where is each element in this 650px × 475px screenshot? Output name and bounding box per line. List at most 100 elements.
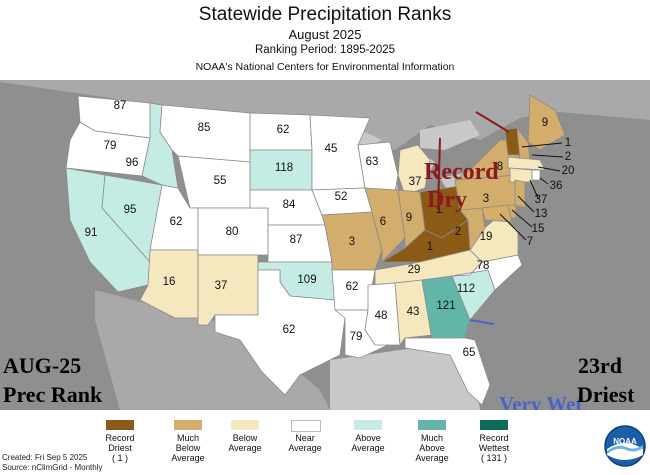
source-credit: NOAA's National Centers for Environmenta…	[195, 61, 455, 73]
rank-label-nh: 2	[564, 151, 572, 163]
record-dry-pointer	[437, 137, 441, 211]
legend-swatch-record-driest	[106, 420, 134, 430]
rank-label-vt: 1	[564, 137, 572, 149]
rank-label-az: 16	[162, 276, 176, 288]
state-regions	[65, 94, 566, 406]
noaa-logo: NOAA	[604, 425, 646, 467]
legend-label-line: Average	[288, 443, 322, 453]
rank-label-ms: 48	[374, 310, 388, 322]
rank-label-al: 43	[406, 306, 420, 318]
legend-swatch-record-wettest	[480, 420, 508, 430]
leader-lines	[437, 111, 564, 325]
rank-label-fl: 65	[462, 347, 476, 359]
rank-label-ok: 109	[297, 274, 317, 286]
legend-label-below: Below Average	[208, 433, 282, 453]
leader-ct	[529, 179, 539, 199]
rank-label-ks: 87	[289, 234, 303, 246]
state-me	[527, 94, 566, 151]
created-date: Created: Fri Sep 5 2025	[2, 453, 88, 462]
state-ct	[509, 167, 533, 183]
rank-label-co: 80	[225, 226, 239, 238]
legend-label-line: Record	[105, 433, 135, 443]
legend-label-line: Above	[419, 443, 445, 453]
canada-land	[0, 80, 650, 150]
rank-label-sc: 112	[456, 283, 476, 295]
state-ma	[507, 156, 546, 171]
rank-label-mi: 37	[408, 176, 422, 188]
rank-label-il: 6	[379, 216, 387, 228]
legend-label-near: Near Average	[268, 433, 342, 453]
rank-label-in: 9	[405, 212, 413, 224]
month-label: AUG-25	[3, 353, 82, 378]
state-md	[481, 204, 513, 223]
rank-label-ne: 84	[282, 199, 296, 211]
leader-ri	[539, 177, 549, 185]
rank-label-pa: 3	[482, 193, 490, 205]
rank-label-tn: 29	[407, 264, 421, 276]
legend-label-much-below: Much Below Average	[151, 433, 225, 463]
rank-label-tx: 62	[282, 324, 296, 336]
map-subtitle: August 2025	[288, 27, 362, 42]
state-tx	[214, 269, 346, 396]
legend-label-line: Average	[171, 453, 205, 463]
legend-label-line: Average	[415, 453, 449, 463]
legend-label-record-wettest: Record Wettest( 131 )	[457, 433, 531, 463]
legend-label-line: Average	[351, 443, 385, 453]
leader-md	[499, 213, 527, 241]
legend-swatch-above	[354, 420, 382, 430]
prec-rank-label: Prec Rank	[3, 382, 103, 407]
rank-label-mt: 85	[197, 122, 211, 134]
rank-label-nc: 78	[476, 260, 490, 272]
rank-label-ca: 91	[84, 227, 98, 239]
record-dry-callout: Record	[424, 159, 499, 185]
leader-ma	[537, 166, 561, 172]
data-source: Source: nClimGrid - Monthly	[2, 463, 103, 472]
legend-label-line: Wettest	[478, 443, 510, 453]
legend-label-line: Below	[232, 433, 258, 443]
leader-nj	[517, 195, 535, 213]
rank-label-va: 19	[479, 231, 493, 243]
ranking-period: Ranking Period: 1895-2025	[254, 44, 396, 56]
legend-label-line: Much	[176, 433, 199, 443]
record-dry-pointer	[475, 111, 510, 133]
legend-swatch-near	[291, 420, 321, 432]
legend-label-line: Record	[479, 433, 509, 443]
us-map	[0, 80, 650, 410]
rank-label-ky: 1	[426, 241, 434, 253]
rank-label-ut: 62	[169, 216, 183, 228]
legend-swatch-much-above	[418, 420, 446, 430]
leader-nh	[531, 154, 564, 158]
map-title: Statewide Precipitation Ranks	[198, 4, 452, 25]
rank-label-de: 15	[531, 223, 545, 235]
rank-label-nj: 13	[534, 208, 548, 220]
legend-swatch-below	[231, 420, 259, 430]
state-ga	[421, 275, 471, 341]
rank-label-la: 79	[349, 331, 363, 343]
leader-vt	[521, 142, 563, 148]
legend-label-line: Driest	[108, 443, 132, 453]
national-rank-driest: Driest	[577, 382, 635, 407]
very-wet-callout: Very Wet	[499, 392, 583, 410]
rank-label-mn: 45	[324, 143, 338, 155]
legend-label-line: Average	[228, 443, 262, 453]
legend-label-line: Above	[355, 433, 381, 443]
rank-label-md: 7	[526, 236, 534, 248]
state-al	[394, 279, 433, 346]
record-dry-callout-2: Dry	[427, 187, 467, 213]
very-wet-pointer	[469, 319, 495, 325]
rank-label-ar: 62	[345, 281, 359, 293]
rank-label-ma: 20	[561, 165, 575, 177]
rank-label-mo: 3	[348, 236, 356, 248]
rank-label-ga: 121	[436, 300, 456, 312]
legend-label-much-above: Much Above Average	[395, 433, 469, 463]
legend-label-line: Below	[175, 443, 201, 453]
rank-label-sd: 118	[274, 162, 294, 174]
rank-label-ny: 8	[496, 161, 504, 173]
rank-label-ri: 36	[549, 180, 563, 192]
rank-label-nm: 37	[214, 280, 228, 292]
legend-label-line: ( 1 )	[111, 453, 128, 463]
precipitation-map: 87 79 91 95 96 85 55 62 16 80 37 62 118 84 87 109 62 45 52…	[0, 80, 650, 410]
state-fl	[404, 337, 491, 406]
rank-label-id: 96	[125, 157, 139, 169]
rank-label-ia: 52	[334, 191, 348, 203]
